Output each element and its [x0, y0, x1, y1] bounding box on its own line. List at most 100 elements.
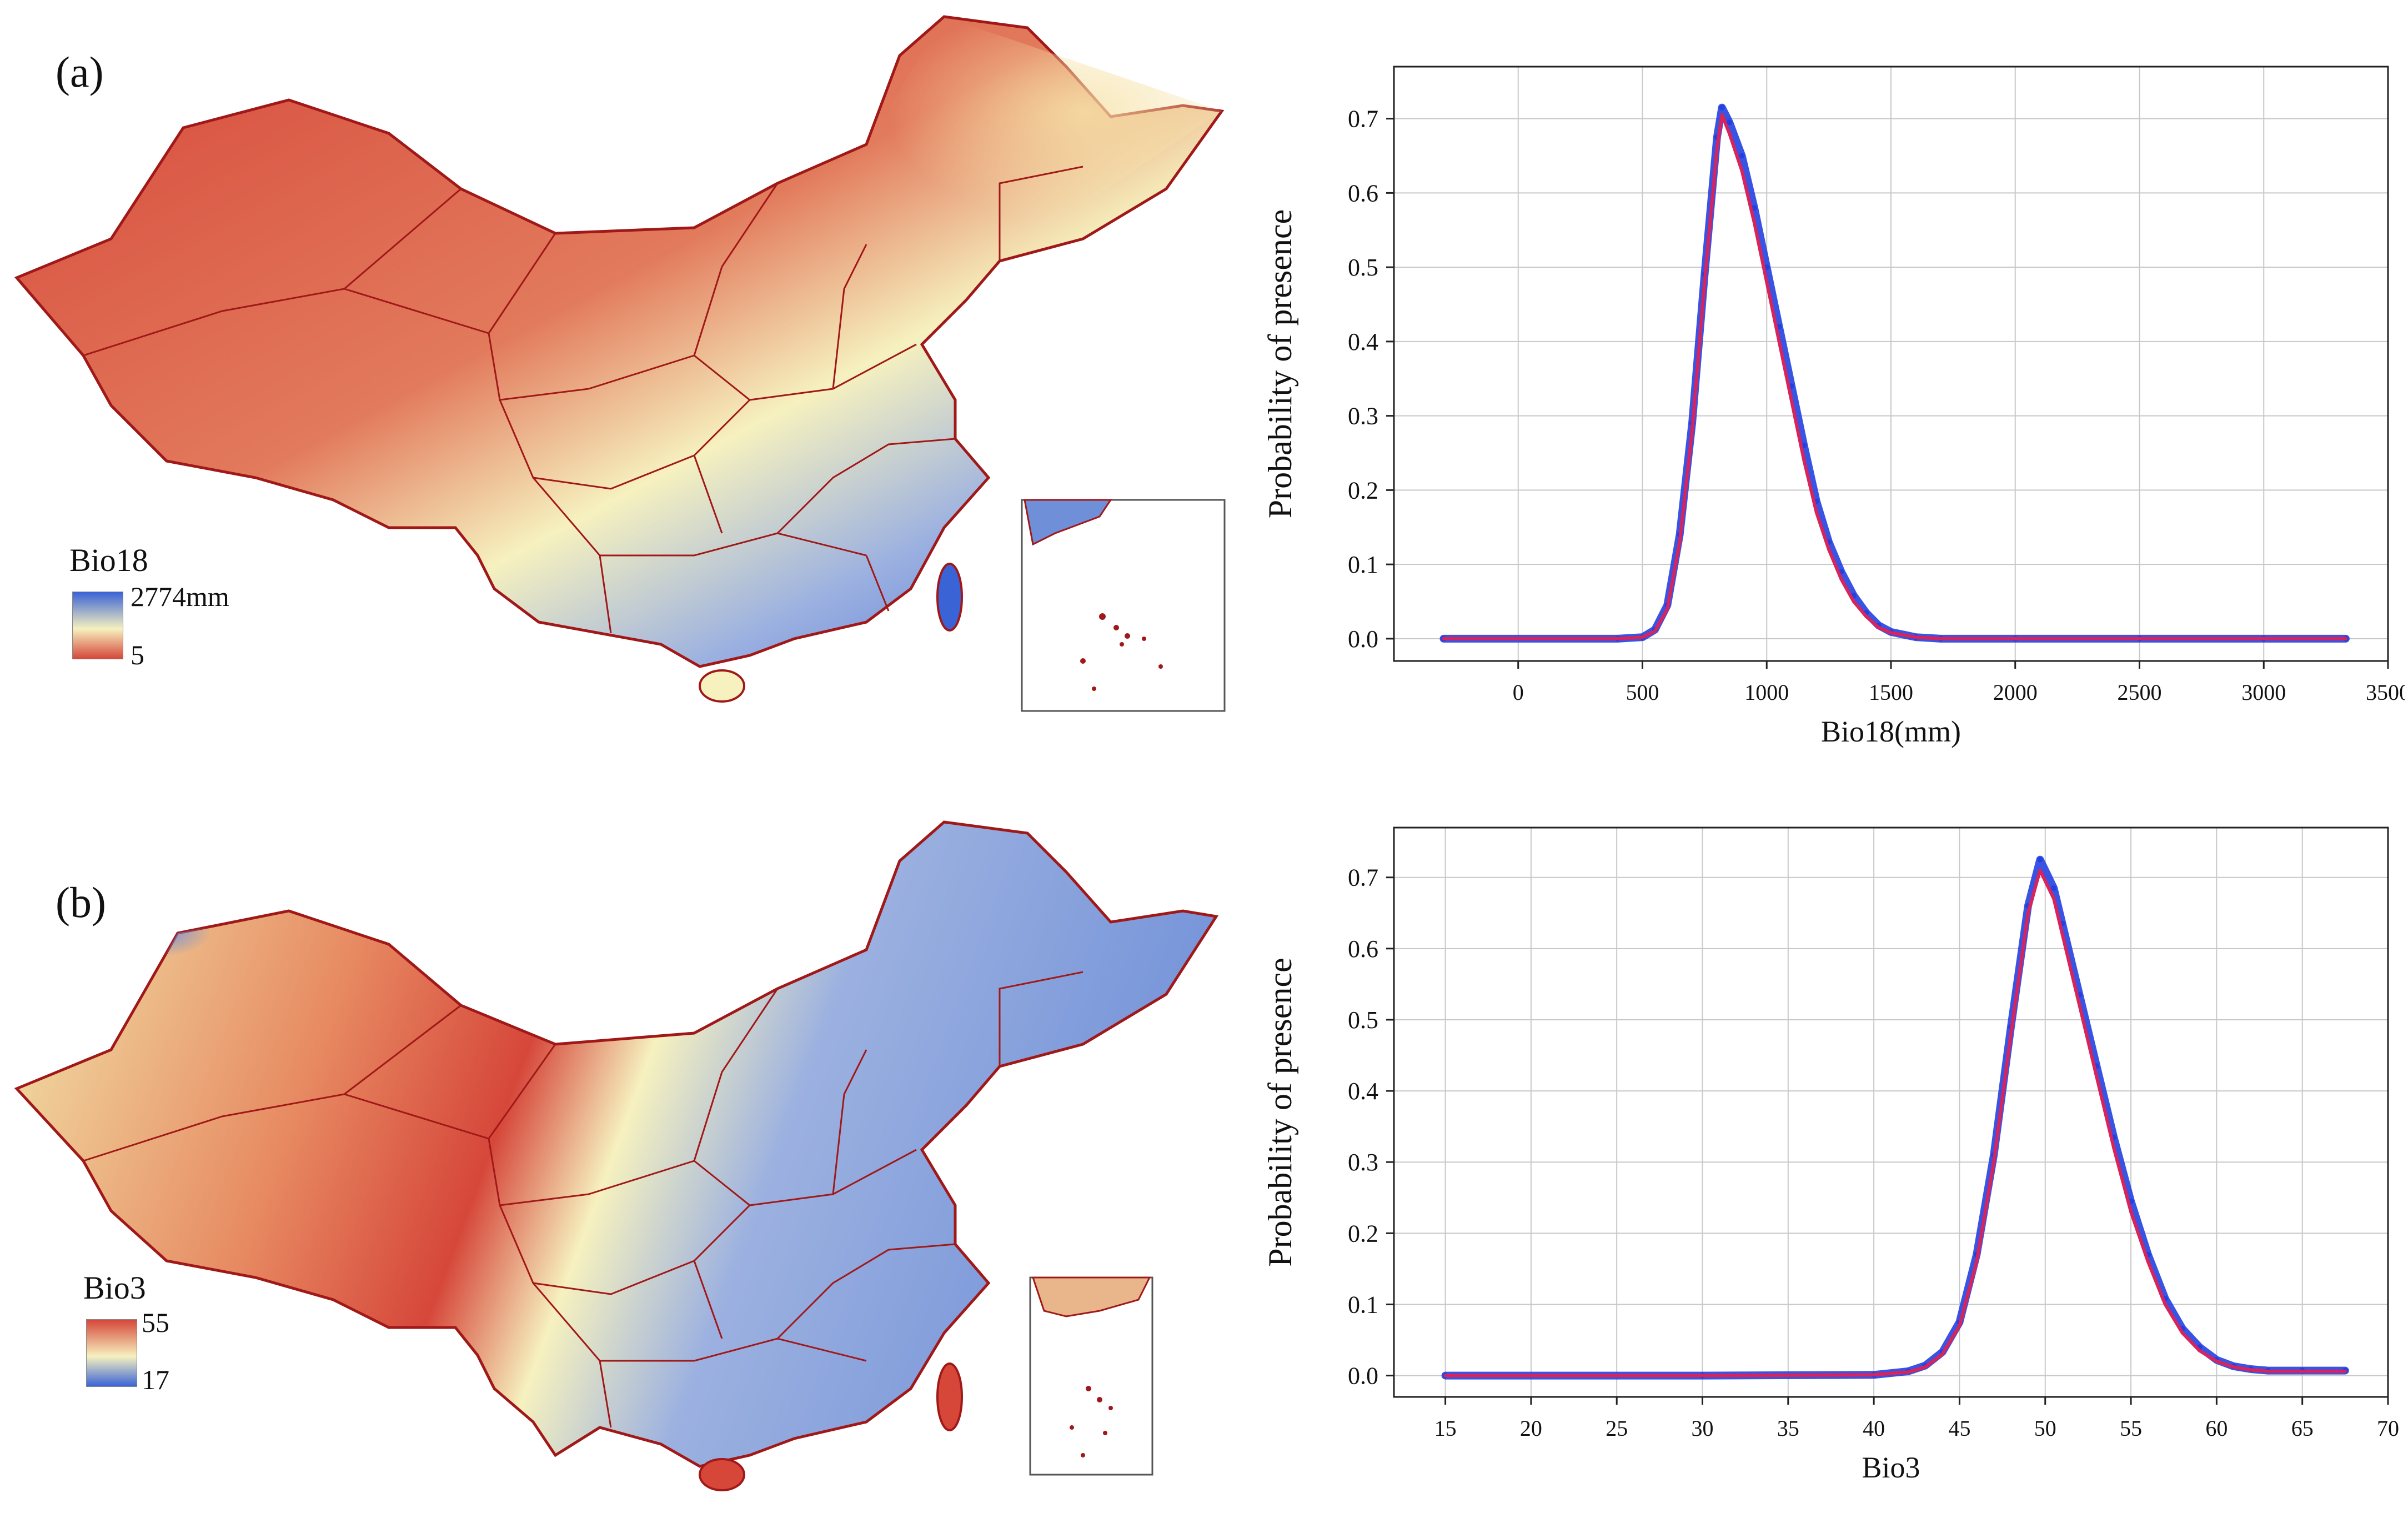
data-point-mean [1777, 339, 1781, 343]
data-point-mean [1914, 635, 1918, 639]
data-point-band [2051, 885, 2057, 891]
y-tick-label: 0.1 [1348, 551, 1378, 578]
y-tick-label: 0.5 [1348, 254, 1378, 281]
province-borders-b [83, 971, 1083, 1428]
x-tick-label: 30 [1692, 1416, 1714, 1441]
legend-title-a: Bio18 [69, 542, 148, 578]
y-axis-label: Probability of presence [1262, 209, 1298, 519]
data-point-mean [1703, 280, 1707, 284]
data-point-mean [1690, 429, 1694, 433]
data-point-mean [1814, 510, 1818, 514]
x-tick-label: 20 [1520, 1416, 1542, 1441]
bio18-map [14, 15, 1226, 712]
legend-min-a: 5 [131, 639, 144, 670]
y-tick-label: 0.2 [1348, 1220, 1378, 1247]
taiwan-b [936, 1362, 963, 1431]
data-point-mean [1720, 113, 1724, 117]
data-point-mean [2013, 637, 2017, 640]
data-point-mean [1715, 147, 1719, 151]
bio18-response-chart: 0 500 1000 1500 2000 2500 3000 3500 0.0 0.1 0.2 0.3… [1262, 66, 2405, 748]
data-point-mean [1939, 637, 1943, 640]
data-point-band [1751, 205, 1757, 211]
x-tick-label: 3000 [2241, 680, 2286, 705]
data-point-mean [2112, 1146, 2116, 1150]
data-point-mean [1992, 1160, 1996, 1164]
x-tick-label: 45 [1948, 1416, 1970, 1441]
y-tick-label: 0.3 [1348, 403, 1378, 430]
data-point-mean [1827, 548, 1831, 552]
data-point-mean [1740, 169, 1744, 173]
data-point-mean [1790, 399, 1793, 403]
data-point-mean [1665, 607, 1669, 611]
data-point-mean [1653, 629, 1657, 633]
hainan-b [699, 1458, 745, 1491]
data-point-mean [2052, 897, 2056, 901]
y-tick-label: 0.3 [1348, 1149, 1378, 1176]
panel-label-b: (b) [56, 878, 106, 926]
legend-min-b: 17 [142, 1364, 169, 1395]
data-point-mean [2262, 637, 2266, 640]
data-point-mean [2300, 1369, 2304, 1373]
data-point-mean [1889, 631, 1893, 635]
y-tick-label: 0.0 [1348, 625, 1378, 653]
data-point-mean [1802, 458, 1806, 462]
data-point-mean [1839, 577, 1843, 581]
bio3-map [14, 820, 1219, 1491]
series-line-mean [1443, 868, 2347, 1377]
data-point-mean [1975, 1260, 1979, 1264]
y-tick-label: 0.0 [1348, 1362, 1378, 1390]
series-line-band [1441, 855, 2349, 1380]
data-point-mean [2038, 868, 2042, 872]
data-point-mean [1616, 637, 1619, 640]
taiwan-a [936, 563, 963, 632]
data-point-mean [2249, 1368, 2253, 1372]
data-point-mean [2009, 1032, 2013, 1036]
data-point-mean [2129, 1210, 2133, 1214]
x-tick-label: 50 [2034, 1416, 2056, 1441]
data-point-mean [1852, 600, 1855, 603]
legend-max-a: 2774mm [131, 581, 229, 612]
x-tick-label: 500 [1626, 680, 1659, 705]
x-tick-label: 1000 [1744, 680, 1789, 705]
data-point-mean [1700, 1374, 1704, 1377]
x-tick-label: 40 [1863, 1416, 1885, 1441]
data-point-mean [1906, 1370, 1910, 1374]
x-tick-label: 1500 [1869, 680, 1913, 705]
province-borders-a [83, 166, 1083, 634]
data-point-mean [1872, 1373, 1876, 1377]
data-point-mean [2138, 637, 2141, 640]
data-point-mean [2344, 637, 2347, 640]
data-point-mean [1728, 132, 1732, 136]
data-point-mean [2146, 1260, 2150, 1264]
x-tick-label: 2000 [1993, 680, 2038, 705]
data-point-mean [2026, 911, 2030, 915]
data-point-band [1739, 153, 1745, 159]
x-tick-label: 60 [2205, 1416, 2228, 1441]
y-tick-label: 0.4 [1348, 328, 1378, 355]
y-tick-label: 0.7 [1348, 864, 1378, 891]
legend-bar-a [72, 592, 123, 659]
data-point-mean [2060, 933, 2064, 936]
data-point-mean [2198, 1349, 2201, 1352]
x-tick-label: 65 [2291, 1416, 2314, 1441]
y-axis-label: Probability of presence [1262, 958, 1298, 1267]
data-point-mean [1958, 1324, 1961, 1327]
data-point-mean [2163, 1302, 2167, 1306]
y-tick-label: 0.7 [1348, 106, 1378, 133]
data-point-mean [1752, 221, 1756, 224]
data-point-band [1727, 119, 1733, 126]
data-point-mean [1877, 625, 1880, 629]
data-point-mean [2215, 1359, 2219, 1363]
panel-label-a: (a) [56, 48, 104, 96]
inset-islands-a [1080, 613, 1163, 691]
data-point-mean [2266, 1369, 2270, 1373]
plot-frame [1393, 826, 2389, 1398]
data-point-band [1719, 104, 1725, 111]
y-tick-label: 0.1 [1348, 1291, 1378, 1318]
x-tick-label: 25 [1606, 1416, 1628, 1441]
x-axis-label: Bio18(mm) [1821, 715, 1961, 748]
data-point-mean [2095, 1075, 2099, 1079]
x-tick-label: 55 [2120, 1416, 2142, 1441]
data-point-mean [2232, 1365, 2236, 1369]
y-tick-label: 0.4 [1348, 1078, 1378, 1105]
